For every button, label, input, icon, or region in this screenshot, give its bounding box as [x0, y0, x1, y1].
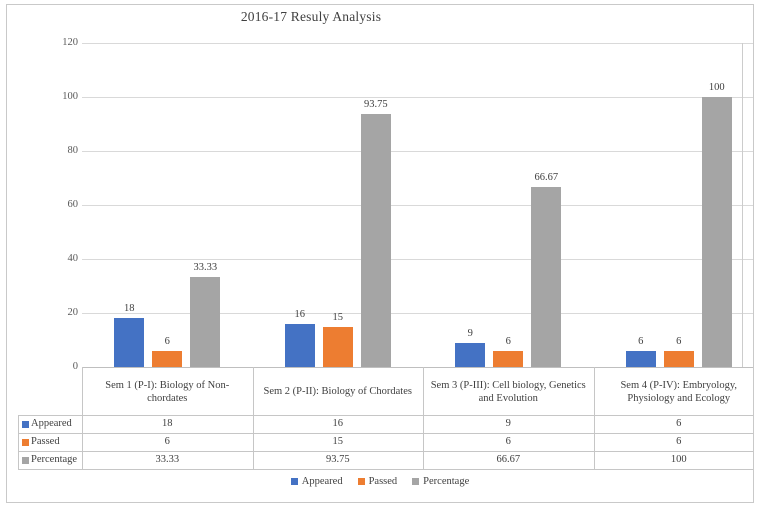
- bar-passed: [663, 350, 694, 367]
- bar-appeared: [455, 342, 486, 367]
- table-horizontal-border: [18, 451, 753, 452]
- bar-passed: [152, 350, 183, 367]
- series-name: Percentage: [31, 454, 78, 465]
- y-gridline: [82, 43, 753, 44]
- y-axis-tick-label: 80: [67, 145, 79, 156]
- y-axis-tick-label: 20: [67, 307, 79, 318]
- bar-value-label: 93.75: [363, 98, 388, 110]
- table-value-cell: 6: [505, 436, 511, 447]
- table-value-cell: 18: [162, 418, 173, 429]
- table-value-cell: 6: [676, 418, 682, 429]
- bar-appeared: [284, 323, 315, 367]
- table-row-header: Appeared: [18, 415, 82, 433]
- legend-label: Percentage: [423, 476, 470, 487]
- table-vertical-border: [18, 415, 19, 469]
- bar-percentage: [701, 97, 732, 367]
- table-vertical-border: [423, 367, 424, 469]
- table-value-cell: 6: [676, 436, 682, 447]
- y-axis-tick-label: 120: [62, 37, 78, 48]
- series-name: Passed: [31, 436, 60, 447]
- series-key-icon: [22, 456, 29, 464]
- table-value-cell: 6: [164, 436, 170, 447]
- bar-value-label: 16: [294, 308, 306, 320]
- legend-label: Passed: [368, 476, 398, 487]
- table-value-cell: 33.33: [155, 454, 180, 465]
- series-key-icon: [22, 420, 29, 428]
- table-vertical-border: [252, 367, 254, 469]
- category-label: Sem 4 (P-IV): Embryology, Physiology and…: [620, 379, 738, 404]
- y-gridline: [82, 313, 753, 314]
- bar-value-label: 66.67: [534, 171, 559, 183]
- bar-value-label: 6: [676, 335, 682, 347]
- bar-percentage: [531, 186, 562, 367]
- legend-key-icon: [290, 478, 298, 485]
- y-gridline: [82, 151, 753, 152]
- table-horizontal-border: [18, 433, 753, 434]
- y-axis-tick-label: 0: [72, 361, 78, 372]
- bar-value-label: 6: [638, 335, 644, 347]
- legend-label: Appeared: [301, 476, 343, 487]
- legend-key-icon: [357, 478, 365, 485]
- bar-percentage: [360, 113, 391, 367]
- category-label: Sem 1 (P-I): Biology of Non-chordates: [105, 379, 230, 404]
- y-axis-tick-label: 40: [67, 253, 79, 264]
- chart-title: 2016-17 Resuly Analysis: [240, 9, 382, 24]
- legend-item-appeared: Appeared: [290, 476, 343, 487]
- category-label: Sem 2 (P-II): Biology of Chordates: [263, 386, 412, 397]
- table-value-cell: 100: [670, 454, 687, 465]
- table-value-cell: 9: [505, 418, 511, 429]
- table-value-cell: 66.67: [496, 454, 521, 465]
- table-horizontal-border: [18, 469, 753, 470]
- bar-appeared: [114, 318, 145, 367]
- table-value-cell: 16: [332, 418, 344, 429]
- bar-value-label: 33.33: [193, 262, 218, 273]
- bar-value-label: 9: [467, 327, 473, 339]
- table-row-header: Percentage: [18, 451, 82, 469]
- table-vertical-border: [82, 367, 83, 469]
- y-gridline: [82, 205, 753, 206]
- category-label: Sem 3 (P-III): Cell biology, Genetics an…: [430, 379, 586, 404]
- series-key-icon: [22, 438, 29, 446]
- y-gridline: [82, 259, 753, 260]
- plot-right-border: [742, 43, 743, 367]
- table-value-cell: 15: [332, 436, 344, 447]
- bar-passed: [493, 350, 524, 367]
- table-horizontal-border: [18, 415, 753, 416]
- legend-key-icon: [412, 478, 420, 485]
- bar-value-label: 100: [708, 82, 725, 93]
- bar-passed: [322, 326, 353, 367]
- bar-value-label: 18: [124, 303, 135, 315]
- y-axis-tick-label: 100: [62, 91, 78, 102]
- chart-legend: Appeared Passed Percentage: [0, 476, 760, 487]
- bar-appeared: [625, 350, 656, 367]
- bar-value-label: 6: [164, 335, 170, 347]
- y-axis-tick-label: 60: [67, 199, 79, 210]
- series-name: Appeared: [31, 418, 72, 429]
- bar-value-label: 6: [505, 335, 511, 347]
- y-gridline: [82, 97, 753, 98]
- table-row-header: Passed: [18, 433, 82, 451]
- bar-value-label: 15: [332, 311, 344, 323]
- x-axis-line: [82, 367, 753, 368]
- legend-item-passed: Passed: [357, 476, 398, 487]
- bar-percentage: [190, 277, 221, 367]
- legend-item-percentage: Percentage: [412, 476, 469, 487]
- table-value-cell: 93.75: [325, 454, 350, 465]
- table-vertical-border: [593, 367, 595, 469]
